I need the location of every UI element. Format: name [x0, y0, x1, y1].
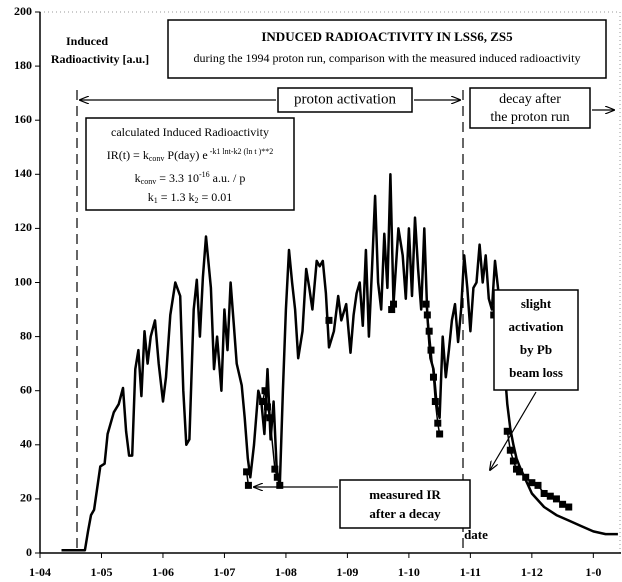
data-line	[61, 173, 618, 552]
formula-part: k	[148, 190, 154, 204]
data-point	[516, 468, 524, 476]
formula: calculated Induced Radioactivity	[111, 125, 269, 139]
data-point	[388, 306, 396, 314]
data-point	[261, 387, 269, 395]
y-axis-label: Induced	[66, 34, 108, 48]
data-point	[259, 398, 267, 406]
annotation: after a decay	[369, 506, 441, 521]
y-tick-label: 200	[14, 4, 32, 18]
plot-area: 0 20 40 60 80 100 120 140 160 180 200 1-04 1-05 1-06 1…	[14, 4, 621, 579]
arrow	[490, 391, 537, 470]
data-point	[429, 373, 437, 381]
y-tick-label: 100	[14, 274, 32, 288]
formula-part: conv	[149, 154, 165, 163]
data-point	[509, 457, 517, 465]
chart-subtitle: during the 1994 proton run, comparison w…	[194, 51, 581, 65]
y-tick-label: 120	[14, 220, 32, 234]
y-tick-label: 0	[26, 545, 32, 559]
formula-part: P(day) e	[164, 148, 207, 162]
y-tick-label: 80	[20, 328, 32, 342]
x-tick-label: 1-08	[275, 565, 297, 579]
chart-title: INDUCED RADIOACTIVITY IN LSS6, ZS5	[261, 29, 513, 44]
annotation: measured IR	[369, 487, 441, 502]
x-tick-label: 1-09	[336, 565, 358, 579]
data-point	[431, 398, 439, 406]
data-point	[534, 481, 542, 489]
x-axis-label: date	[464, 527, 488, 542]
data-point	[276, 481, 284, 489]
data-point	[522, 473, 530, 481]
data-point	[271, 465, 279, 473]
y-tick-label: 40	[20, 437, 32, 451]
annotation: beam loss	[509, 365, 563, 380]
formula-part: 2	[195, 196, 199, 205]
formula-part: = 3.3 10	[156, 171, 199, 185]
data-point	[434, 419, 442, 427]
x-tick-label: 1-11	[460, 565, 481, 579]
label-box	[339, 479, 471, 529]
x-tick-label: 1-12	[521, 565, 543, 579]
formula-box	[85, 117, 295, 211]
data-point	[565, 503, 573, 511]
y-tick-label: 60	[20, 382, 32, 396]
data-point	[552, 495, 560, 503]
formula-part: 1	[154, 196, 158, 205]
x-tick-label: 1-0	[585, 565, 601, 579]
data-point	[390, 300, 398, 308]
formula: k1 = 1.3 k2 = 0.01	[148, 190, 233, 205]
formula-part: -k1 lnt-k2 (ln t )**2	[208, 147, 274, 156]
formula-part: -16	[199, 170, 210, 179]
annotation: activation	[509, 319, 565, 334]
formula-part: k	[135, 171, 141, 185]
data-point	[546, 492, 554, 500]
annotation: proton activation	[294, 91, 397, 107]
data-point	[243, 468, 251, 476]
formula: IR(t) = kconv P(day) e -k1 lnt-k2 (ln t …	[107, 147, 274, 163]
formula-part: k	[186, 190, 195, 204]
annotation: the proton run	[490, 110, 569, 125]
x-tick-label: 1-10	[398, 565, 420, 579]
y-axis-label: Radioactivity [a.u.]	[51, 52, 149, 66]
data-point	[325, 316, 333, 324]
formula-part: = 0.01	[199, 190, 233, 204]
data-point	[263, 403, 271, 411]
x-tick-label: 1-04	[29, 565, 51, 579]
x-tick-label: 1-05	[90, 565, 112, 579]
data-point	[506, 446, 514, 454]
data-point	[422, 300, 430, 308]
data-point	[503, 427, 511, 435]
data-point	[559, 500, 567, 508]
formula-part: = 1.3	[158, 190, 186, 204]
data-point	[273, 473, 281, 481]
y-tick-label: 20	[20, 491, 32, 505]
label-box	[469, 87, 591, 129]
y-tick-label: 140	[14, 166, 32, 180]
data-point	[425, 327, 433, 335]
formula-part: a.u. / p	[210, 171, 246, 185]
label-box	[277, 87, 413, 113]
x-tick-label: 1-06	[152, 565, 174, 579]
data-point	[427, 346, 435, 354]
y-tick-label: 180	[14, 58, 32, 72]
annotation: by Pb	[520, 342, 552, 357]
y-tick-label: 160	[14, 112, 32, 126]
formula-part: conv	[141, 177, 157, 186]
data-point	[436, 430, 444, 438]
x-tick-label: 1-07	[213, 565, 235, 579]
formula: kconv = 3.3 10-16 a.u. / p	[135, 170, 246, 186]
data-point	[266, 414, 274, 422]
annotation: slight	[521, 296, 552, 311]
data-point	[540, 489, 548, 497]
data-point	[528, 479, 536, 487]
data-point	[244, 481, 252, 489]
formula-part: IR(t) = k	[107, 148, 149, 162]
title-box	[167, 19, 607, 79]
annotation: decay after	[499, 92, 561, 107]
label-box	[493, 289, 579, 391]
data-point	[423, 311, 431, 319]
